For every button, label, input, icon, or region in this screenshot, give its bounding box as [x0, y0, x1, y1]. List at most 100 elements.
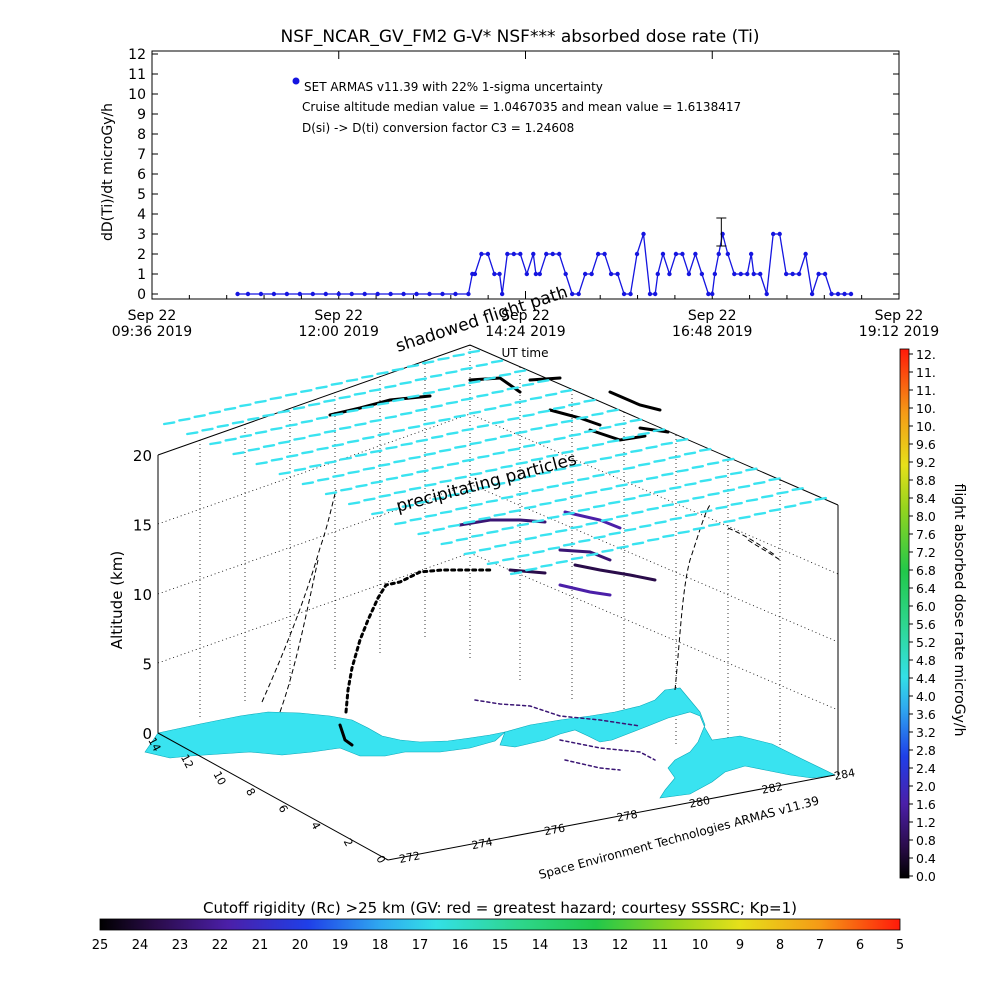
latitude-tick-label: 8 [243, 786, 258, 798]
data-point [388, 291, 393, 297]
particle-mark [540, 563, 553, 568]
longitude-tick-label: 284 [833, 766, 856, 783]
particle-mark [723, 519, 736, 524]
particle-mark [585, 490, 598, 495]
particle-mark [722, 457, 735, 462]
particle-mark [346, 408, 359, 413]
dose-colorbar-tick-label: 1.6 [916, 797, 936, 812]
particle-mark [292, 406, 306, 411]
particle-mark [592, 473, 605, 478]
particle-mark [471, 533, 484, 538]
particle-mark [301, 481, 315, 486]
particle-mark [391, 367, 404, 372]
particle-mark [515, 461, 528, 466]
particle-mark [339, 426, 352, 430]
dose-colorbar-tick-label: 0.4 [916, 851, 936, 866]
rigidity-colorbar-tick-label: 21 [252, 938, 269, 953]
particle-mark [468, 410, 482, 415]
particle-mark [547, 515, 560, 520]
particle-mark [407, 394, 420, 399]
particle-mark [530, 457, 544, 462]
particle-mark [529, 396, 543, 401]
data-point [466, 291, 471, 297]
data-point [790, 271, 795, 277]
particle-mark [561, 480, 575, 485]
particle-mark [399, 381, 412, 385]
particle-mark [524, 505, 537, 510]
y-tick-label: 1 [137, 267, 146, 283]
particle-mark [454, 444, 467, 449]
particle-mark [593, 535, 606, 540]
rigidity-colorbar-tick-label: 9 [736, 938, 744, 953]
rigidity-colorbar-tick-label: 20 [292, 938, 309, 953]
particle-mark [553, 436, 566, 441]
annotation-cruise-stats: Cruise altitude median value = 1.0467035… [302, 100, 741, 114]
particle-mark [376, 401, 390, 406]
particle-mark [463, 520, 476, 525]
dose-colorbar-tick-label: 2.8 [916, 743, 936, 758]
x-tick-time: 16:48 2019 [672, 324, 752, 340]
particle-mark [761, 494, 774, 499]
particle-mark [223, 406, 237, 411]
particle-mark [461, 427, 474, 432]
x-tick-time: 09:36 2019 [112, 324, 192, 340]
particle-mark [700, 509, 713, 514]
particle-mark [569, 463, 582, 468]
data-point [771, 231, 776, 237]
rigidity-colorbar-fill [99, 918, 901, 931]
particle-mark [568, 433, 582, 437]
y-tick-label: 4 [137, 207, 146, 223]
particle-mark [416, 469, 429, 474]
particle-mark [278, 471, 291, 476]
particle-mark [392, 428, 405, 433]
x-tick-date: Sep 22 [314, 308, 363, 324]
rigidity-colorbar-tick-label: 15 [492, 938, 509, 953]
data-point [595, 251, 601, 257]
particle-mark [423, 452, 436, 457]
rigidity-colorbar-ticks: 25 24 23 22 21 20 19 18 17 16 15 14 13 12 11 10 9 8 7 6 5 [92, 938, 904, 953]
particle-mark [675, 438, 689, 442]
data-point [686, 271, 692, 277]
longitude-axis [387, 774, 836, 861]
latitude-tick-label: 12 [178, 752, 196, 770]
dose-colorbar-tick-label: 1.2 [916, 815, 936, 830]
particle-mark [431, 465, 444, 470]
particle-mark [730, 501, 743, 506]
x-tick-date: Sep 22 [128, 308, 177, 324]
altitude-tick-label: 20 [133, 447, 152, 465]
particle-mark [452, 353, 465, 358]
particle-mark [616, 514, 629, 519]
particle-mark [315, 385, 328, 390]
particle-mark [324, 491, 338, 496]
particle-mark [392, 398, 405, 403]
particle-mark [309, 463, 322, 468]
data-point [582, 271, 588, 277]
particle-mark [546, 484, 559, 489]
particle-mark [323, 429, 337, 434]
latitude-tick-label: 14 [145, 735, 163, 753]
particle-mark [683, 451, 697, 456]
particle-mark [552, 406, 566, 410]
particle-mark [546, 453, 559, 458]
dose-colorbar-tick-label: 11. [916, 365, 936, 380]
series-points [235, 231, 854, 297]
particle-mark [646, 506, 659, 511]
data-point [375, 291, 380, 297]
data-point [783, 271, 789, 277]
particle-mark [437, 387, 451, 392]
data-point [414, 291, 419, 297]
data-point [706, 291, 711, 297]
land-central [499, 687, 837, 799]
particle-mark [499, 403, 512, 408]
annotation-credit: Space Environment Technologies ARMAS v11… [537, 793, 820, 882]
particle-mark [201, 427, 214, 432]
dose-colorbar-tick-label: 7.2 [916, 545, 936, 560]
particle-mark [408, 486, 422, 491]
rigidity-colorbar-tick-label: 23 [172, 938, 189, 953]
data-point [655, 271, 660, 277]
x-tick-time: 12:00 2019 [299, 324, 379, 340]
data-point [660, 251, 666, 257]
particle-mark [385, 476, 399, 481]
particle-mark [284, 392, 298, 397]
